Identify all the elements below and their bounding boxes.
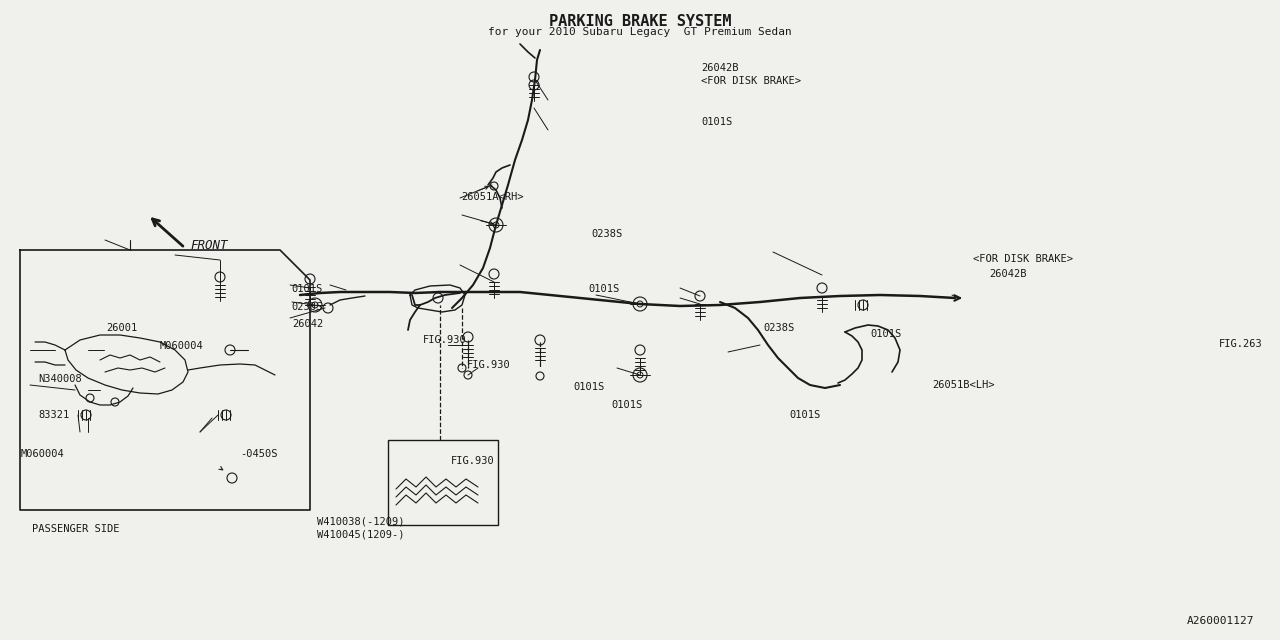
Text: 26051A<RH>: 26051A<RH>	[461, 192, 524, 202]
Text: 0101S: 0101S	[870, 329, 901, 339]
Text: PASSENGER SIDE: PASSENGER SIDE	[32, 524, 119, 534]
Text: 26042: 26042	[292, 319, 323, 329]
Text: A260001127: A260001127	[1187, 616, 1254, 626]
Text: 26001: 26001	[106, 323, 137, 333]
Text: M060004: M060004	[20, 449, 64, 460]
Text: 0101S: 0101S	[790, 410, 820, 420]
Text: <FOR DISK BRAKE>: <FOR DISK BRAKE>	[973, 254, 1073, 264]
Text: W410045(1209-): W410045(1209-)	[317, 529, 404, 540]
Text: 26042B: 26042B	[989, 269, 1027, 279]
Text: 26042B: 26042B	[701, 63, 739, 74]
Text: M060004: M060004	[160, 340, 204, 351]
Text: 0101S: 0101S	[292, 284, 323, 294]
Text: 0101S: 0101S	[701, 116, 732, 127]
Text: 0101S: 0101S	[612, 400, 643, 410]
Text: 26051B<LH>: 26051B<LH>	[932, 380, 995, 390]
Text: -0450S: -0450S	[241, 449, 278, 460]
Text: W410038(-1209): W410038(-1209)	[317, 516, 404, 527]
Text: N340008: N340008	[38, 374, 82, 384]
Text: 0238S: 0238S	[591, 228, 622, 239]
Text: 0101S: 0101S	[573, 382, 604, 392]
Text: 0101S: 0101S	[589, 284, 620, 294]
Text: PARKING BRAKE SYSTEM: PARKING BRAKE SYSTEM	[549, 14, 731, 29]
Text: FIG.930: FIG.930	[422, 335, 466, 346]
Text: 0238S: 0238S	[763, 323, 794, 333]
Text: FRONT: FRONT	[189, 239, 228, 252]
Text: for your 2010 Subaru Legacy  GT Premium Sedan: for your 2010 Subaru Legacy GT Premium S…	[488, 27, 792, 37]
Bar	[388, 440, 498, 525]
Text: <FOR DISK BRAKE>: <FOR DISK BRAKE>	[701, 76, 801, 86]
Text: FIG.930: FIG.930	[451, 456, 494, 466]
Text: 0238S: 0238S	[292, 302, 323, 312]
Text: FIG.930: FIG.930	[467, 360, 511, 370]
Text: 83321: 83321	[38, 410, 69, 420]
Text: FIG.263: FIG.263	[1219, 339, 1262, 349]
